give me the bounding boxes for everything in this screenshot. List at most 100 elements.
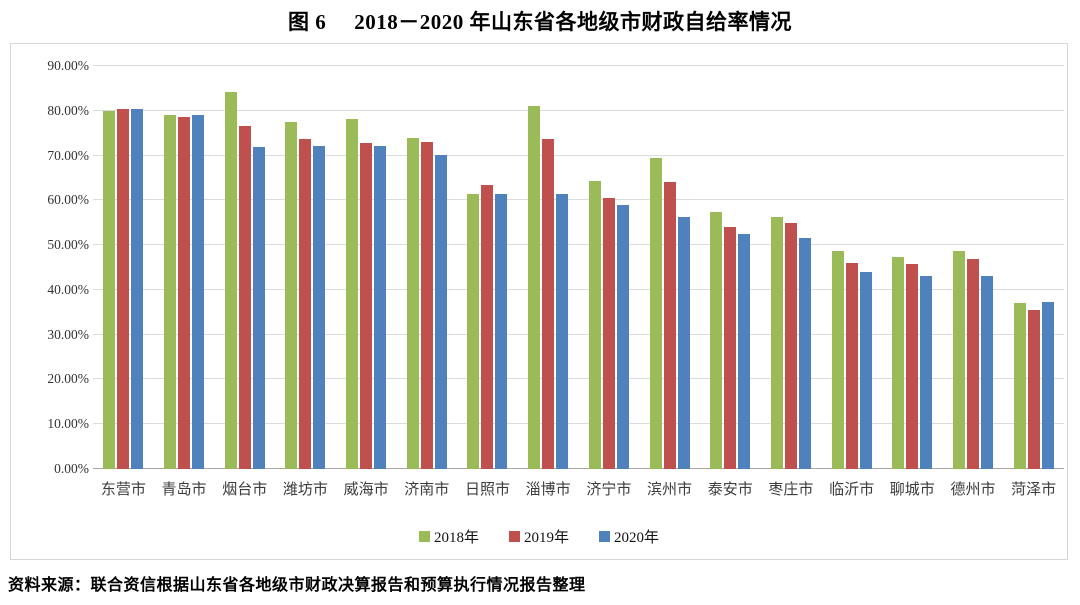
bar-group-济南市	[396, 66, 457, 469]
bar-2020年-东营市	[131, 109, 144, 469]
bar-groups	[93, 66, 1064, 469]
y-tick-label: 70.00%	[47, 147, 89, 163]
bar-2019年-潍坊市	[299, 139, 312, 469]
legend-label: 2019年	[523, 530, 569, 546]
bar-2020年-临沂市	[859, 272, 872, 469]
bar-2020年-淄博市	[556, 194, 569, 469]
x-tick-label-泰安市: 泰安市	[707, 482, 753, 498]
bar-group-淄博市	[518, 66, 579, 469]
bar-group-滨州市	[639, 66, 700, 469]
y-gridline	[93, 65, 1064, 66]
y-tick-label: 60.00%	[47, 192, 89, 208]
y-gridline	[93, 199, 1064, 201]
bar-group-日照市	[457, 66, 518, 469]
x-tick-label-济宁市: 济宁市	[586, 482, 632, 498]
bar-2020年-济宁市	[616, 205, 629, 469]
y-tick-label: 40.00%	[47, 281, 89, 297]
bar-2018年-威海市	[346, 118, 359, 469]
legend-swatch-icon	[418, 531, 430, 542]
bar-2020年-德州市	[980, 276, 993, 469]
y-tick-label: 90.00%	[47, 58, 89, 73]
y-gridline	[93, 333, 1064, 335]
bar-group-东营市	[93, 66, 154, 469]
legend-label: 2020年	[614, 530, 660, 546]
bar-group-临沂市	[821, 66, 882, 469]
x-tick-label-东营市: 东营市	[100, 482, 146, 498]
bar-2018年-烟台市	[224, 91, 237, 469]
bar-group-枣庄市	[761, 66, 822, 469]
legend-swatch-icon	[599, 531, 610, 542]
legend-label: 2018年	[433, 530, 479, 546]
source-note: 资料来源：联合资信根据山东省各地级市财政决算报告和预算执行情况报告整理	[8, 577, 586, 594]
bar-2018年-潍坊市	[285, 121, 298, 469]
bar-2020年-菏泽市	[1041, 301, 1054, 469]
bar-2019年-东营市	[117, 109, 130, 469]
y-tick-label: 10.00%	[47, 416, 89, 432]
bar-2018年-泰安市	[710, 211, 723, 469]
chart-frame: 0.00% 10.00% 20.00% 30.00% 40.00% 50.00% 60.00…	[10, 43, 1068, 560]
legend: 2018年 2019年 2020年	[11, 526, 1067, 547]
y-gridline	[93, 288, 1064, 290]
bar-2019年-菏泽市	[1027, 309, 1040, 469]
bar-group-德州市	[943, 66, 1004, 469]
bar-2018年-德州市	[952, 251, 965, 469]
bar-2018年-日照市	[467, 194, 480, 469]
bar-group-菏泽市	[1003, 66, 1064, 469]
bar-2019年-滨州市	[663, 182, 676, 469]
x-tick-label-滨州市: 滨州市	[647, 482, 693, 498]
bar-2019年-青岛市	[178, 116, 191, 469]
bar-group-聊城市	[882, 66, 943, 469]
bar-2020年-枣庄市	[798, 237, 811, 469]
bar-2018年-临沂市	[831, 251, 844, 469]
bar-2018年-滨州市	[649, 157, 662, 469]
bar-2020年-滨州市	[677, 217, 690, 469]
bar-2020年-泰安市	[738, 234, 751, 469]
bar-2019年-枣庄市	[784, 222, 797, 469]
bar-2020年-潍坊市	[313, 145, 326, 469]
x-tick-label-菏泽市: 菏泽市	[1011, 482, 1057, 498]
x-tick-label-临沂市: 临沂市	[829, 482, 875, 498]
bar-2020年-青岛市	[192, 115, 205, 469]
chart-title-prefix: 图 6	[288, 10, 327, 34]
bar-2020年-济南市	[434, 155, 447, 469]
legend-item-2019年: 2019年	[508, 526, 569, 547]
bar-2020年-威海市	[374, 146, 387, 469]
bar-2019年-日照市	[481, 184, 494, 469]
x-tick-label-潍坊市: 潍坊市	[282, 482, 328, 498]
x-axis-baseline	[93, 468, 1064, 469]
gridlines	[93, 65, 1064, 469]
bar-2018年-聊城市	[892, 257, 905, 469]
legend-swatch-icon	[508, 531, 520, 542]
x-tick-label-淄博市: 淄博市	[525, 482, 571, 498]
bar-2019年-聊城市	[906, 264, 919, 469]
x-axis: 东营市 青岛市 烟台市 潍坊市 威海市 济南市 日照市 淄博市 济宁市 滨州市 泰安市 枣庄市 临沂市聊…	[93, 478, 1064, 502]
chart-title-text: 2018－2020 年山东省各地级市财政自给率情况	[354, 10, 792, 34]
y-tick-label: 20.00%	[47, 371, 89, 387]
y-tick-label: 30.00%	[47, 326, 89, 342]
bar-group-济宁市	[579, 66, 640, 469]
plot-area	[93, 65, 1064, 469]
bar-2019年-德州市	[966, 259, 979, 469]
bar-group-潍坊市	[275, 66, 336, 469]
bar-group-威海市	[336, 66, 397, 469]
bar-group-青岛市	[154, 66, 215, 469]
x-tick-label-青岛市: 青岛市	[161, 482, 207, 498]
x-tick-label-德州市: 德州市	[950, 482, 996, 498]
bar-2019年-济宁市	[602, 197, 615, 469]
bar-2018年-菏泽市	[1013, 303, 1026, 469]
y-gridline	[93, 109, 1064, 111]
bar-2019年-烟台市	[238, 125, 251, 469]
bar-group-烟台市	[214, 66, 275, 469]
bar-2019年-临沂市	[845, 262, 858, 469]
bar-2018年-枣庄市	[770, 217, 783, 469]
bar-2018年-济宁市	[588, 181, 601, 469]
bar-2019年-济南市	[420, 141, 433, 469]
bar-2018年-东营市	[103, 110, 116, 469]
x-tick-label-济南市: 济南市	[404, 482, 450, 498]
x-tick-label-威海市: 威海市	[343, 482, 389, 498]
x-tick-label-日照市: 日照市	[464, 482, 510, 498]
y-axis: 0.00% 10.00% 20.00% 30.00% 40.00% 50.00% 60.00…	[11, 44, 95, 559]
y-tick-label: 80.00%	[47, 102, 89, 118]
bar-2018年-淄博市	[528, 105, 541, 469]
x-tick-label-烟台市: 烟台市	[222, 482, 268, 498]
